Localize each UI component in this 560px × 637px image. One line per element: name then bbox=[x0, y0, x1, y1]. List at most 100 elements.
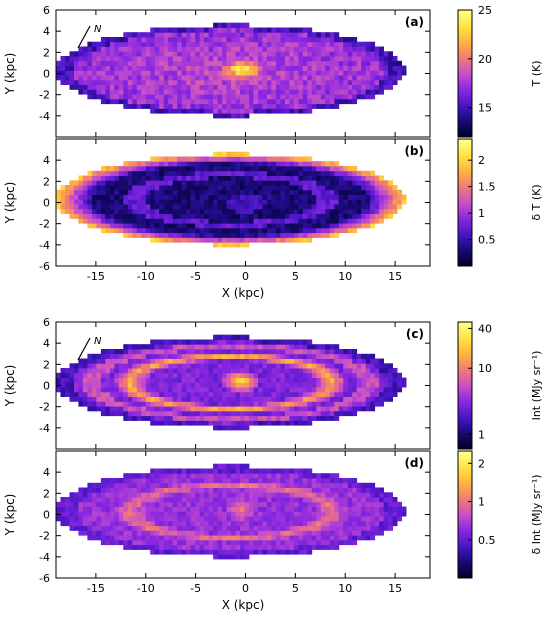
heatmap-cell bbox=[244, 511, 250, 517]
heatmap-cell bbox=[235, 396, 241, 402]
heatmap-cell bbox=[280, 79, 286, 85]
heatmap-cell bbox=[163, 482, 169, 488]
heatmap-cell bbox=[284, 525, 290, 531]
heatmap-cell bbox=[186, 530, 192, 536]
heatmap-cell bbox=[271, 544, 277, 550]
heatmap-cell bbox=[159, 516, 165, 522]
heatmap-cell bbox=[222, 334, 227, 340]
heatmap-cell bbox=[195, 377, 200, 383]
colorbar-segment bbox=[458, 382, 472, 386]
heatmap-cell bbox=[145, 232, 151, 238]
heatmap-cell bbox=[311, 89, 317, 95]
heatmap-cell bbox=[114, 227, 120, 234]
heatmap-cell bbox=[109, 539, 115, 546]
heatmap-cell bbox=[168, 410, 174, 417]
heatmap-cell bbox=[204, 227, 209, 234]
heatmap-cell bbox=[280, 213, 286, 219]
heatmap-cell bbox=[159, 358, 165, 364]
colorbar-segment bbox=[458, 485, 472, 490]
colorbar-segment bbox=[458, 189, 472, 194]
colorbar-segment bbox=[458, 105, 472, 109]
heatmap-cell bbox=[199, 535, 205, 541]
heatmap-cell bbox=[347, 372, 353, 378]
heatmap-cell bbox=[258, 535, 263, 541]
heatmap-cell bbox=[190, 520, 196, 527]
heatmap-cell bbox=[293, 544, 299, 550]
heatmap-cell bbox=[154, 79, 160, 85]
heatmap-cell bbox=[159, 41, 165, 47]
heatmap-cell bbox=[266, 189, 272, 195]
heatmap-cell bbox=[217, 501, 223, 507]
heatmap-cell bbox=[136, 358, 142, 364]
heatmap-cell bbox=[280, 227, 286, 234]
heatmap-cell bbox=[217, 463, 223, 469]
heatmap-cell bbox=[154, 232, 160, 238]
heatmap-cell bbox=[204, 75, 209, 81]
heatmap-cell bbox=[374, 358, 380, 364]
heatmap-cell bbox=[145, 75, 151, 81]
heatmap-cell bbox=[172, 516, 178, 522]
heatmap-cell bbox=[109, 56, 115, 62]
heatmap-cell bbox=[159, 482, 165, 488]
heatmap-cell bbox=[240, 208, 245, 214]
heatmap-cell bbox=[253, 94, 259, 100]
heatmap-cell bbox=[181, 420, 187, 426]
colorbar-segment bbox=[458, 224, 472, 229]
heatmap-cell bbox=[284, 520, 290, 527]
heatmap-cell bbox=[186, 223, 192, 229]
heatmap-cell bbox=[316, 194, 322, 200]
colorbar-segment bbox=[458, 527, 472, 531]
heatmap-cell bbox=[325, 32, 331, 38]
heatmap-cell bbox=[329, 65, 335, 71]
heatmap-cell bbox=[190, 482, 196, 488]
colorbar-segment bbox=[458, 44, 472, 49]
heatmap-cell bbox=[56, 516, 61, 522]
heatmap-cell bbox=[87, 56, 93, 62]
heatmap-cell bbox=[284, 530, 290, 536]
heatmap-cell bbox=[150, 94, 156, 100]
heatmap-cell bbox=[334, 501, 340, 507]
heatmap-cell bbox=[186, 94, 192, 100]
heatmap-cell bbox=[82, 372, 88, 378]
heatmap-cell bbox=[226, 549, 232, 555]
heatmap-cell bbox=[244, 353, 250, 359]
colorbar-segment bbox=[458, 337, 472, 342]
heatmap-cell bbox=[365, 218, 371, 224]
heatmap-cell bbox=[208, 185, 214, 191]
heatmap-cell bbox=[275, 180, 281, 186]
heatmap-cell bbox=[190, 363, 196, 369]
heatmap-cell bbox=[213, 103, 218, 109]
heatmap-cell bbox=[379, 70, 384, 76]
heatmap-cell bbox=[186, 391, 192, 397]
colorbar-segment bbox=[458, 111, 472, 116]
heatmap-cell bbox=[244, 151, 250, 157]
heatmap-cell bbox=[275, 161, 281, 167]
heatmap-cell bbox=[217, 94, 223, 100]
heatmap-cell bbox=[172, 185, 178, 191]
heatmap-cell bbox=[244, 84, 250, 90]
heatmap-cell bbox=[82, 208, 88, 214]
heatmap-cell bbox=[253, 37, 259, 43]
y-axis-label: Y (kpc) bbox=[3, 494, 17, 537]
heatmap-cell bbox=[114, 511, 120, 517]
heatmap-cell bbox=[186, 41, 192, 47]
heatmap-cell bbox=[284, 387, 290, 393]
heatmap-cell bbox=[253, 166, 259, 172]
heatmap-cell bbox=[275, 227, 281, 234]
heatmap-cell bbox=[240, 237, 245, 243]
heatmap-cell bbox=[195, 237, 200, 243]
heatmap-cell bbox=[186, 353, 192, 359]
heatmap-cell bbox=[325, 94, 331, 100]
heatmap-cell bbox=[159, 501, 165, 507]
heatmap-cell bbox=[383, 497, 389, 503]
heatmap-cell bbox=[258, 194, 263, 200]
heatmap-cell bbox=[118, 520, 124, 527]
heatmap-cell bbox=[275, 406, 281, 412]
heatmap-cell bbox=[392, 65, 398, 71]
heatmap-cell bbox=[213, 242, 218, 248]
heatmap-cell bbox=[60, 70, 66, 76]
heatmap-cell bbox=[401, 377, 407, 383]
heatmap-cell bbox=[222, 70, 227, 76]
heatmap-cell bbox=[325, 391, 331, 397]
colorbar-segment bbox=[458, 130, 472, 135]
